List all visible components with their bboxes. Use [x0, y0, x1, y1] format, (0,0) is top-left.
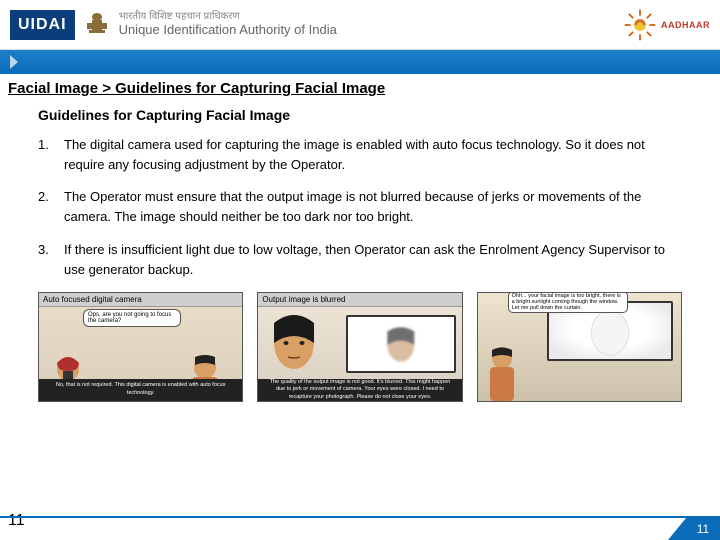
header-bar: UIDAI भारतीय विशिष्ट पहचान प्राधिकरण Uni… [0, 0, 720, 50]
list-item: 2. The Operator must ensure that the out… [38, 187, 682, 227]
item-number: 2. [38, 187, 64, 227]
person-icon [482, 345, 522, 401]
panel-title: Output image is blurred [258, 293, 461, 307]
list-item: 1. The digital camera used for capturing… [38, 135, 682, 175]
breadcrumb: Facial Image > Guidelines for Capturing … [0, 74, 720, 99]
face-icon [264, 309, 324, 377]
page-number-right: 11 [686, 518, 720, 540]
item-text: If there is insufficient light due to lo… [64, 240, 682, 280]
footer-triangle [668, 518, 686, 540]
panel-illustration: Ohh... your facial image is too bright, … [478, 293, 681, 401]
content-area: Guidelines for Capturing Facial Image 1.… [0, 99, 720, 280]
uidai-logo: UIDAI भारतीय विशिष्ट पहचान प्राधिकरण Uni… [10, 9, 337, 41]
list-item: 3. If there is insufficient light due to… [38, 240, 682, 280]
panel-title: Auto focused digital camera [39, 293, 242, 307]
aadhaar-label: AADHAAR [661, 20, 710, 30]
panel-blurred: Output image is blurred The quality of t… [257, 292, 462, 402]
item-text: The Operator must ensure that the output… [64, 187, 682, 227]
subheading: Guidelines for Capturing Facial Image [38, 107, 682, 123]
item-number: 3. [38, 240, 64, 280]
panel-caption: The quality of the output image is not g… [258, 379, 461, 401]
org-hindi: भारतीय विशिष्ट पहचान प्राधिकरण [119, 12, 337, 22]
item-number: 1. [38, 135, 64, 175]
page-number-left: 11 [8, 512, 25, 530]
illustration-panels: Auto focused digital camera Ops, are you… [0, 292, 720, 402]
footer-line [0, 516, 720, 518]
monitor-icon [346, 315, 456, 373]
aadhaar-sun-icon [623, 8, 657, 42]
panel-autofocus: Auto focused digital camera Ops, are you… [38, 292, 243, 402]
guidelines-list: 1. The digital camera used for capturing… [38, 135, 682, 280]
blurred-face-icon [369, 323, 433, 365]
breadcrumb-text: Facial Image > Guidelines for Capturing … [8, 80, 385, 97]
org-english: Unique Identification Authority of India [119, 22, 337, 37]
aadhaar-logo: AADHAAR [623, 8, 710, 42]
speech-bubble: Ohh... your facial image is too bright, … [508, 292, 628, 313]
emblem-icon [83, 9, 111, 41]
panel-caption: No, that is not required. This digital c… [39, 379, 242, 401]
item-text: The digital camera used for capturing th… [64, 135, 682, 175]
blue-bar [0, 50, 720, 74]
uidai-wordmark: UIDAI [10, 10, 75, 40]
org-name: भारतीय विशिष्ट पहचान प्राधिकरण Unique Id… [119, 12, 337, 37]
panel-bright: Ohh... your facial image is too bright, … [477, 292, 682, 402]
speech-bubble: Ops, are you not going to focus the came… [83, 309, 181, 327]
